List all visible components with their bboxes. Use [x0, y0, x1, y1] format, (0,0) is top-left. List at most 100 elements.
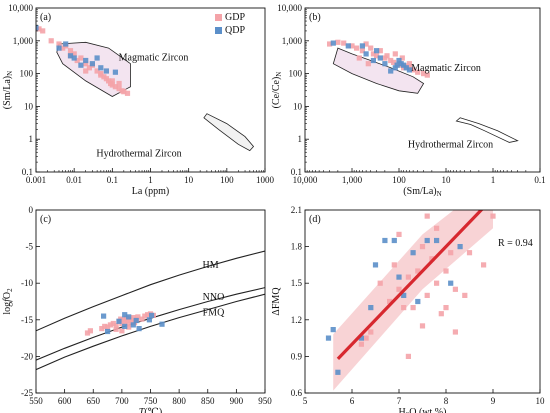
point-qdp: [105, 328, 111, 335]
point-qdp: [67, 53, 74, 59]
point-gdp: [438, 311, 444, 317]
point-qdp: [101, 313, 107, 319]
y-tick-label: -10: [21, 278, 33, 288]
point-gdp: [36, 26, 42, 32]
y-tick-label: 1.2: [291, 315, 302, 325]
plot-frame: [304, 7, 541, 173]
x-tick-label: 100: [220, 175, 234, 185]
regression-line: [336, 210, 484, 360]
point-gdp: [102, 323, 108, 329]
point-gdp: [424, 213, 430, 219]
point-gdp: [421, 71, 427, 77]
point-gdp: [60, 45, 66, 51]
point-gdp: [424, 292, 430, 298]
point-gdp: [113, 323, 119, 329]
plot-area: [36, 25, 255, 152]
y-axis-label: logfO2: [2, 288, 14, 315]
point-gdp: [374, 53, 380, 59]
point-qdp: [391, 237, 397, 244]
point-gdp: [74, 57, 80, 64]
point-qdp: [116, 318, 122, 324]
plot-frame: [35, 209, 266, 394]
point-gdp: [466, 250, 473, 256]
panel-c: HM NNO FMQ 550 600 650 700 750 800 850 900 950 -25 -2…: [2, 205, 272, 413]
point-gdp: [410, 305, 416, 311]
point-qdp: [130, 322, 136, 328]
point-gdp: [429, 256, 435, 262]
y-tick-label: 10,000: [277, 3, 302, 13]
point-gdp: [377, 48, 383, 54]
point-qdp: [377, 55, 383, 61]
field-label-hydrothermal-zircon: Hydrothermal Zircon: [96, 148, 181, 159]
point-qdp: [401, 292, 407, 298]
y-tick-label: 100: [289, 69, 303, 79]
y-tick-label: 0.9: [291, 351, 303, 361]
point-gdp: [99, 326, 105, 332]
point-qdp: [56, 45, 62, 51]
point-gdp: [365, 61, 371, 67]
point-gdp: [405, 274, 411, 280]
point-qdp: [159, 321, 165, 327]
point-gdp: [490, 213, 496, 219]
point-gdp: [116, 86, 122, 92]
point-gdp: [135, 314, 141, 320]
point-gdp: [98, 72, 104, 78]
legend-swatch-qdp: [215, 27, 222, 34]
series-gdp: [358, 213, 496, 359]
point-gdp: [83, 68, 89, 74]
point-gdp: [368, 329, 374, 335]
point-gdp: [78, 55, 84, 61]
point-qdp: [103, 68, 109, 74]
y-tick-label: 10: [24, 101, 34, 111]
point-gdp: [121, 89, 127, 95]
buffer-label-nno: NNO: [203, 292, 225, 303]
point-qdp: [368, 305, 374, 311]
plot-area: [325, 210, 496, 391]
x-tick-label: 600: [58, 396, 72, 406]
legend-entry-qdp: QDP: [225, 25, 245, 36]
x-axis-label: La (ppm): [132, 186, 170, 197]
point-gdp: [349, 43, 355, 49]
point-qdp: [382, 61, 388, 67]
point-gdp: [356, 55, 362, 61]
x-tick-label: 8: [444, 396, 449, 406]
point-gdp: [388, 57, 394, 64]
point-gdp: [419, 244, 426, 250]
x-tick-label: 1,000: [342, 175, 363, 185]
x-tick-label: 6: [350, 396, 355, 406]
point-gdp: [94, 68, 100, 74]
x-tick-label: 550: [29, 396, 43, 406]
point-gdp: [110, 320, 116, 327]
point-qdp: [98, 65, 104, 71]
legend: GDP QDP: [215, 12, 245, 36]
point-qdp: [359, 43, 365, 49]
point-qdp: [133, 317, 139, 324]
point-qdp: [448, 280, 454, 286]
panel-label: (b): [309, 12, 321, 23]
point-qdp: [126, 314, 132, 320]
field-label-magmatic-zircon: Magmatic Zircon: [411, 63, 481, 74]
point-gdp: [481, 262, 487, 268]
point-gdp: [341, 40, 347, 46]
point-gdp: [359, 48, 365, 54]
point-qdp: [94, 55, 100, 61]
x-tick-label: 950: [258, 396, 272, 406]
point-qdp: [434, 237, 440, 244]
x-axis-label: H2O (wt.%): [399, 407, 447, 413]
x-tick-label: 100: [392, 175, 406, 185]
point-gdp: [71, 51, 77, 57]
point-gdp: [452, 329, 458, 335]
point-gdp: [124, 90, 131, 96]
point-gdp: [443, 305, 449, 311]
y-tick-label: 1,000: [282, 36, 303, 46]
field-hydrothermal-zircon: [455, 117, 519, 143]
legend-entry-gdp: GDP: [225, 12, 245, 23]
y-tick-label: 10: [293, 101, 303, 111]
point-qdp: [363, 51, 369, 57]
point-qdp: [457, 244, 463, 250]
point-gdp: [410, 67, 416, 73]
x-tick-label: 800: [172, 396, 186, 406]
point-qdp: [415, 298, 421, 305]
point-gdp: [122, 319, 128, 325]
panel-label: (a): [40, 12, 51, 23]
